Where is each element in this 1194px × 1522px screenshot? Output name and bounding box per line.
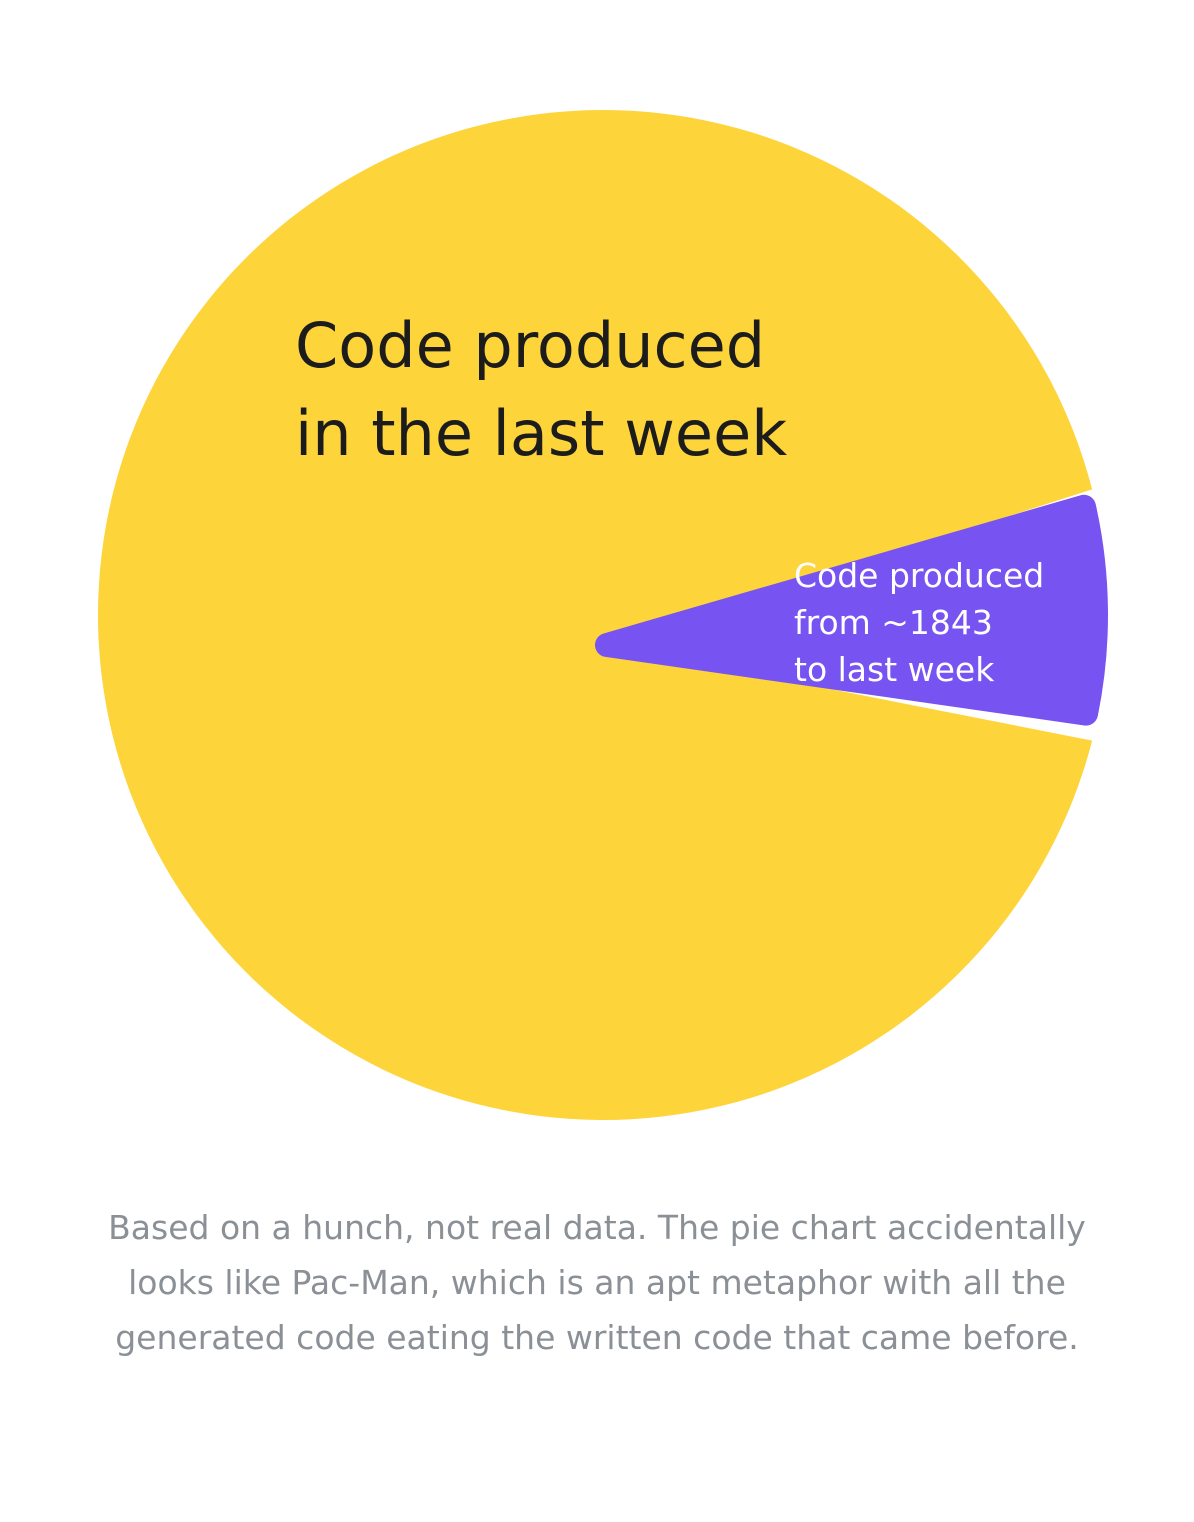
slice-label-last-week: Code produced in the last week <box>295 309 787 470</box>
slice-label-since-1843: Code produced from ~1843 to last week <box>794 556 1055 689</box>
caption-line-1: Based on a hunch, not real data. The pie… <box>108 1208 1086 1247</box>
slice-label-since-1843-line-2: from ~1843 <box>794 603 993 642</box>
slice-label-since-1843-line-1: Code produced <box>794 556 1044 595</box>
slice-since-1843 <box>595 494 1108 726</box>
caption-line-2: looks like Pac-Man, which is an apt meta… <box>128 1263 1066 1302</box>
slice-label-since-1843-line-3: to last week <box>794 650 995 689</box>
slice-label-last-week-line-1: Code produced <box>295 309 765 382</box>
caption-line-3: generated code eating the written code t… <box>115 1318 1079 1357</box>
slice-last-week <box>98 110 1093 1120</box>
caption: Based on a hunch, not real data. The pie… <box>0 1200 1194 1365</box>
pie-slices <box>98 110 1108 1120</box>
slice-label-last-week-line-2: in the last week <box>295 397 787 470</box>
